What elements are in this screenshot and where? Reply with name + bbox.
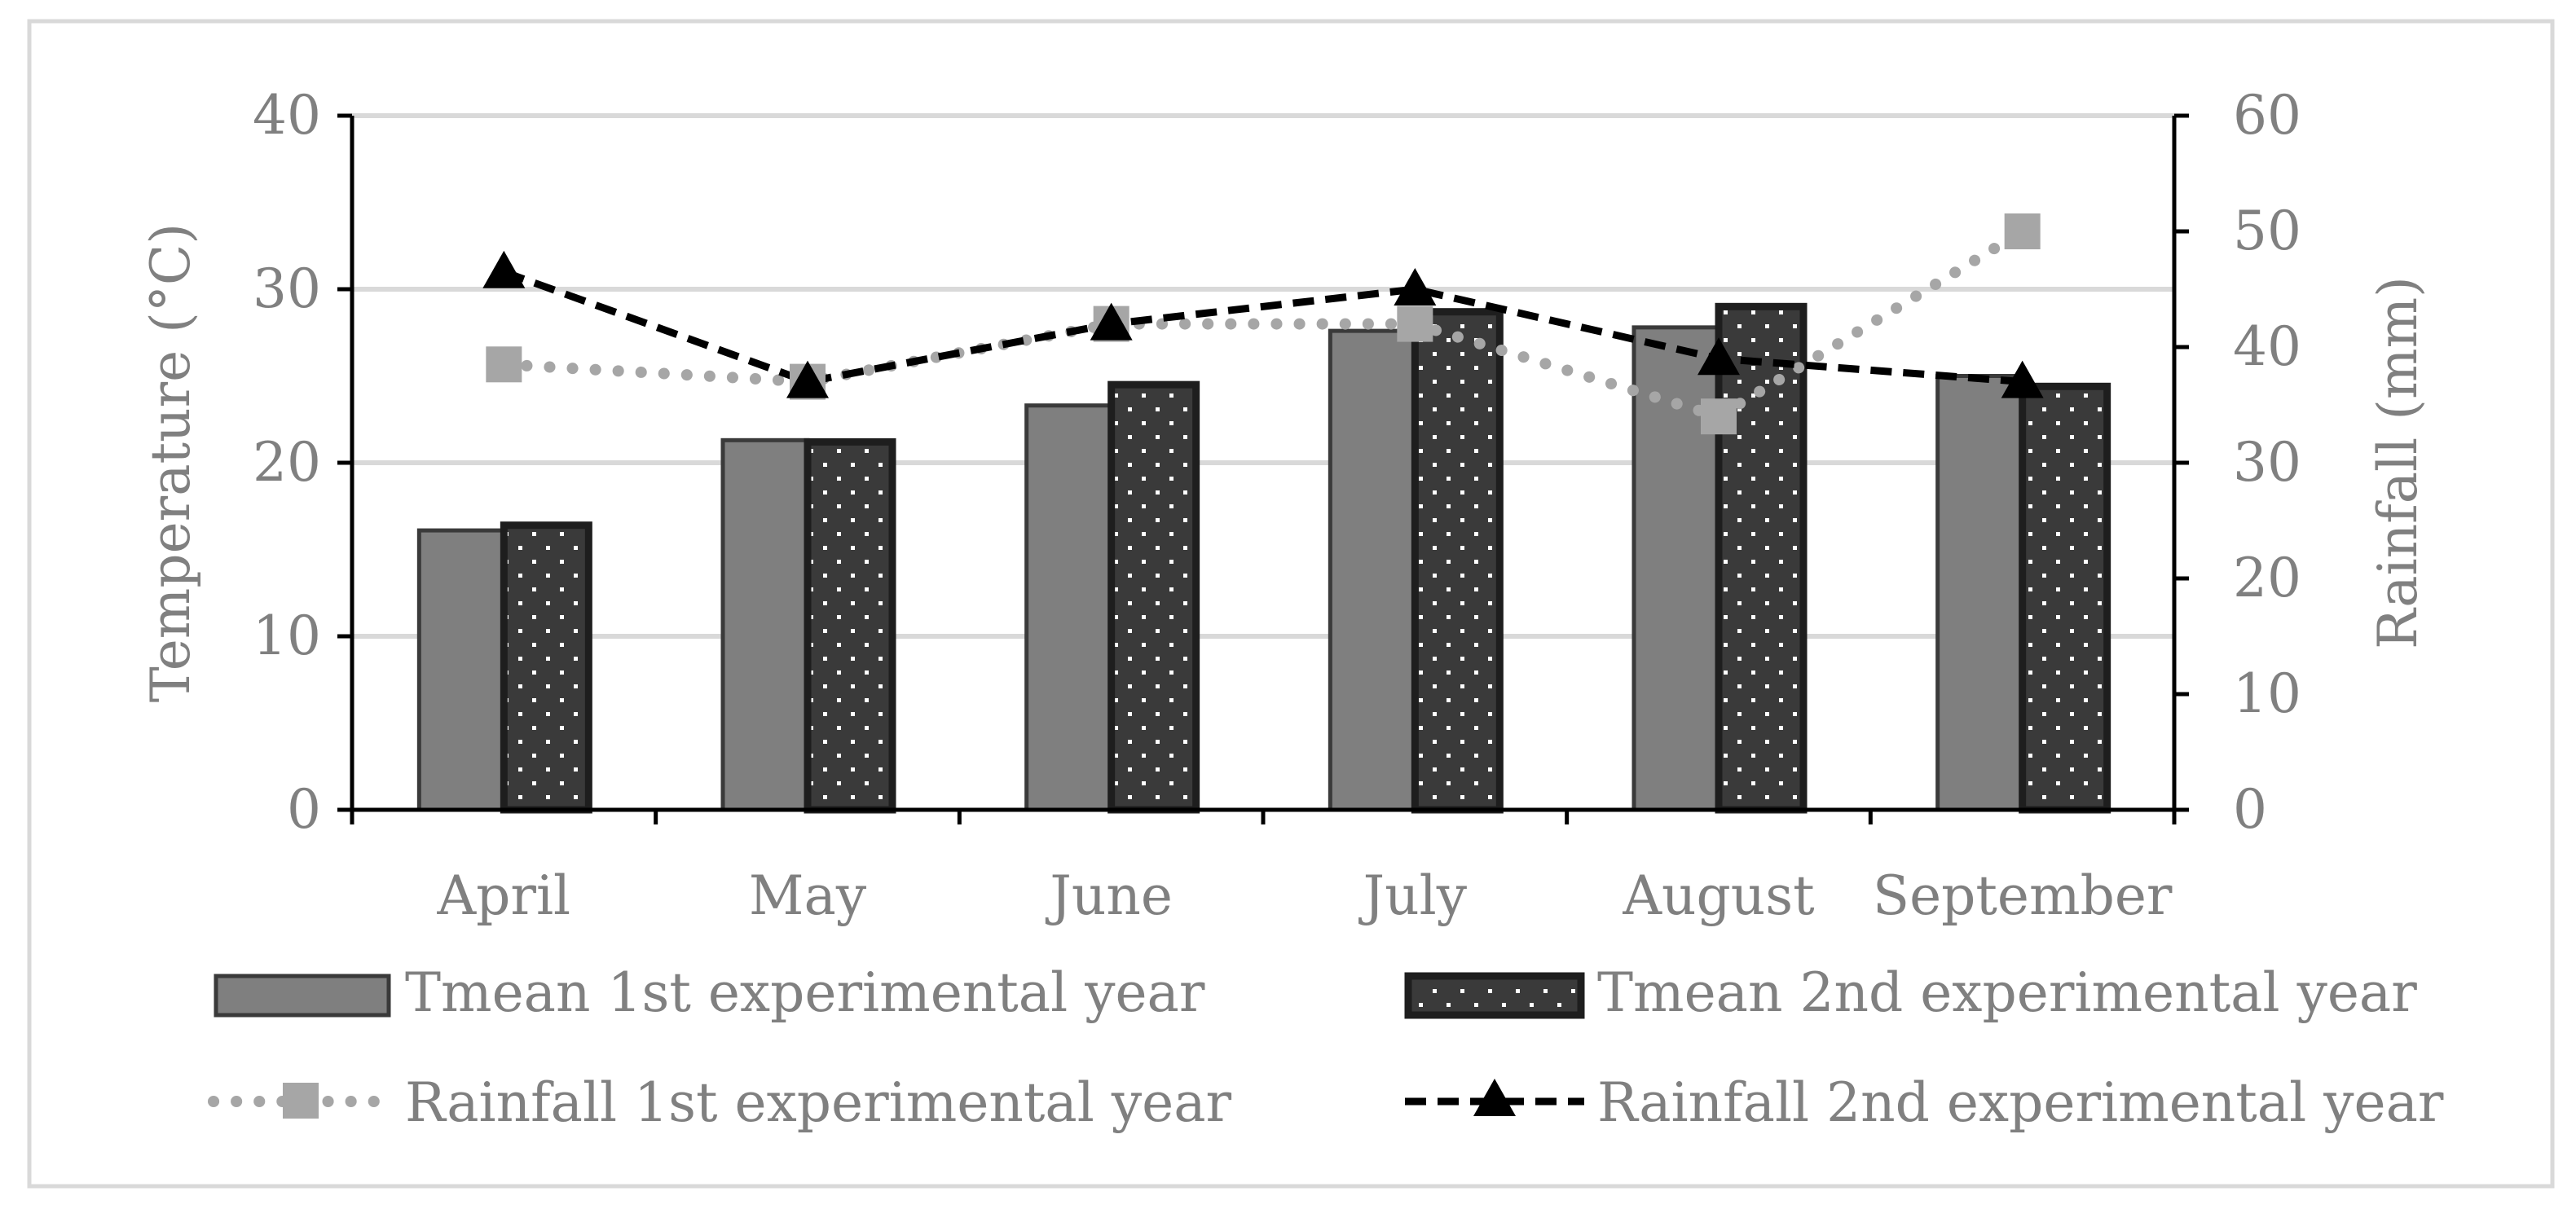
bar-tmean-2nd-4 xyxy=(1715,302,1808,814)
legend-swatch-tmean-2nd xyxy=(1404,972,1585,1019)
point-rainfall-2nd-0 xyxy=(482,250,526,288)
y-left-tick-label-4: 40 xyxy=(253,84,321,147)
y-left-tick-label-2: 20 xyxy=(253,431,321,494)
ticks xyxy=(337,113,2189,824)
legend-item-rainfall-2nd: Rainfall 2nd experimental year xyxy=(1405,1071,2444,1134)
y-right-tick-label-3: 30 xyxy=(2233,431,2301,494)
y-left-tick-label-1: 10 xyxy=(253,604,321,667)
y-left-axis-label: Temperature (°C) xyxy=(139,223,202,702)
y-right-tick-label-0: 0 xyxy=(2233,778,2267,841)
x-tick-label-5: September xyxy=(1873,864,2173,927)
bar-tmean-2nd-5 xyxy=(2019,382,2111,814)
line-rainfall-1st xyxy=(498,226,2028,423)
point-rainfall-2nd-4 xyxy=(1698,337,1740,376)
point-rainfall-2nd-3 xyxy=(1394,268,1437,306)
bar-tmean-1st-3 xyxy=(1328,328,1417,812)
point-rainfall-2nd-1 xyxy=(786,360,829,398)
point-rainfall-1st-3 xyxy=(1397,306,1433,342)
bar-tmean-2nd-0 xyxy=(500,521,592,814)
point-rainfall-1st-0 xyxy=(486,346,522,383)
tick-labels: 0 10 20 30 40 0 10 20 30 40 50 60 April May June July Au… xyxy=(253,84,2301,927)
legend-label-rainfall-2nd: Rainfall 2nd experimental year xyxy=(1597,1071,2444,1134)
y-right-tick-label-2: 20 xyxy=(2233,547,2301,609)
y-right-tick-label-4: 40 xyxy=(2233,315,2301,378)
y-left-tick-label-0: 0 xyxy=(287,778,321,841)
legend-swatch-tmean-1st xyxy=(214,974,391,1018)
y-right-tick-label-6: 60 xyxy=(2233,84,2301,147)
x-tick-label-0: April xyxy=(436,864,570,927)
x-tick-label-2: June xyxy=(1045,864,1173,927)
bar-tmean-2nd-3 xyxy=(1411,308,1504,814)
bar-tmean-1st-5 xyxy=(1935,374,2025,812)
legend-label-rainfall-1st: Rainfall 1st experimental year xyxy=(405,1071,1232,1134)
bar-tmean-2nd-2 xyxy=(1107,380,1200,814)
legend-item-tmean-1st: Tmean 1st experimental year xyxy=(214,961,1205,1024)
y-right-axis-label: Rainfall (mm) xyxy=(2367,276,2429,649)
x-tick-label-3: July xyxy=(1358,864,1468,927)
x-tick-label-1: May xyxy=(749,864,867,927)
point-rainfall-1st-4 xyxy=(1701,398,1737,435)
x-tick-label-4: August xyxy=(1622,864,1814,927)
legend-marker-rainfall-1st xyxy=(283,1083,319,1119)
legend-label-tmean-1st: Tmean 1st experimental year xyxy=(405,961,1205,1024)
legend-item-rainfall-1st: Rainfall 1st experimental year xyxy=(208,1071,1232,1134)
legend-item-tmean-2nd: Tmean 2nd experimental year xyxy=(1404,961,2417,1024)
y-right-tick-label-5: 50 xyxy=(2233,200,2301,262)
y-left-tick-label-3: 30 xyxy=(253,257,321,320)
y-right-tick-label-1: 10 xyxy=(2233,662,2301,725)
series-markers xyxy=(482,213,2044,435)
bar-tmean-1st-0 xyxy=(416,528,506,812)
bar-tmean-1st-2 xyxy=(1024,403,1114,812)
legend-marker-rainfall-2nd xyxy=(1473,1079,1516,1116)
point-rainfall-2nd-5 xyxy=(2001,360,2044,398)
bar-tmean-2nd-1 xyxy=(804,437,896,814)
legend: Tmean 1st experimental year Tmean 2nd ex… xyxy=(208,961,2444,1134)
point-rainfall-1st-5 xyxy=(2004,213,2041,249)
series-lines xyxy=(498,226,2028,423)
legend-label-tmean-2nd: Tmean 2nd experimental year xyxy=(1597,961,2417,1024)
line-rainfall-2nd xyxy=(502,268,2023,386)
bar-tmean-1st-1 xyxy=(720,437,810,812)
gridlines xyxy=(352,113,2174,639)
point-rainfall-2nd-2 xyxy=(1090,302,1133,341)
